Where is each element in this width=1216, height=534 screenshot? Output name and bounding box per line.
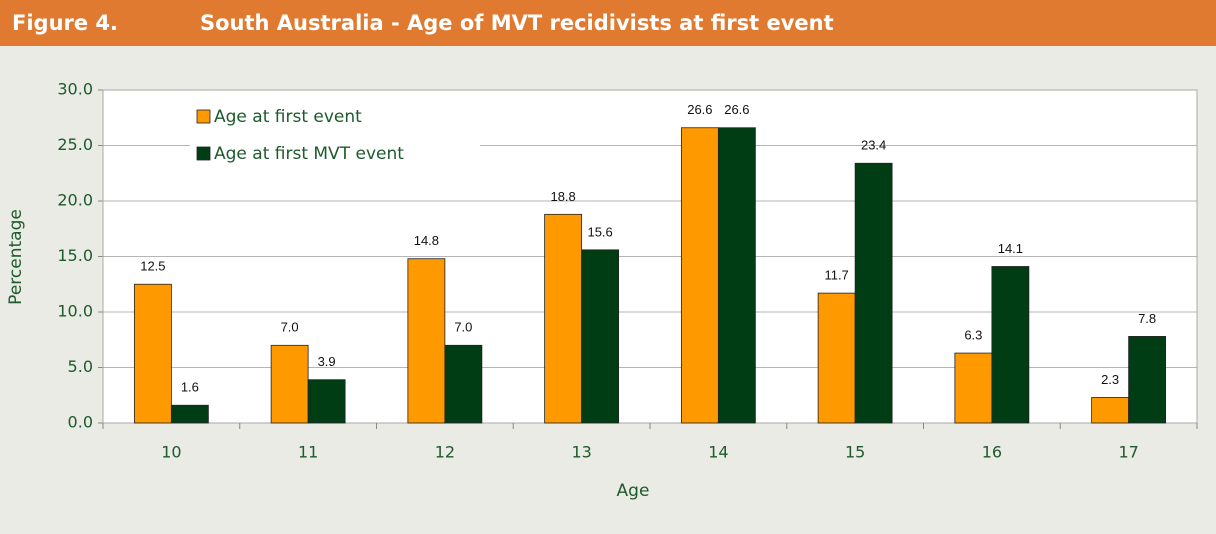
bar: [1128, 336, 1167, 424]
value-label: 14.8: [414, 233, 439, 248]
legend-box: [190, 100, 480, 172]
value-label: 18.8: [550, 189, 575, 204]
x-tick-label: 12: [435, 443, 455, 462]
value-label: 7.0: [454, 320, 472, 335]
x-tick-label: 13: [571, 443, 591, 462]
x-tick-label: 15: [845, 443, 865, 462]
y-axis-label: Percentage: [6, 209, 26, 305]
bar: [307, 379, 346, 424]
value-label: 7.0: [281, 320, 299, 335]
value-label: 7.8: [1138, 311, 1156, 326]
bar: [854, 162, 893, 424]
value-label: 12.5: [140, 259, 165, 274]
value-label: 23.4: [861, 138, 886, 153]
value-label: 14.1: [998, 241, 1023, 256]
bar: [170, 404, 209, 424]
figure-label: Figure 4.: [12, 11, 118, 35]
bar: [991, 266, 1030, 424]
x-tick-label: 16: [982, 443, 1002, 462]
bar: [581, 249, 620, 424]
bar: [817, 292, 856, 424]
value-label: 3.9: [318, 354, 336, 369]
value-label: 1.6: [181, 380, 199, 395]
y-tick-label: 30.0: [57, 80, 93, 99]
x-tick-label: 14: [708, 443, 728, 462]
y-tick-label: 25.0: [57, 135, 93, 154]
y-tick-label: 10.0: [57, 302, 93, 321]
bar: [444, 344, 483, 424]
y-tick-label: 20.0: [57, 191, 93, 210]
y-tick-label: 15.0: [57, 246, 93, 265]
value-label: 11.7: [824, 268, 848, 283]
value-label: 6.3: [964, 328, 982, 343]
header-band: [0, 0, 1216, 46]
legend-label: Age at first MVT event: [214, 144, 404, 164]
bar: [1091, 397, 1130, 424]
bar: [717, 127, 756, 424]
bar: [544, 213, 583, 424]
bar: [270, 344, 309, 424]
bar: [954, 352, 993, 424]
x-tick-label: 11: [298, 443, 318, 462]
value-label: 26.6: [724, 102, 749, 117]
chart-title: South Australia - Age of MVT recidivists…: [200, 11, 834, 35]
bar: [680, 127, 719, 424]
legend-label: Age at first event: [214, 107, 362, 127]
legend-swatch: [196, 146, 211, 161]
y-tick-label: 0.0: [68, 413, 93, 432]
value-label: 2.3: [1101, 372, 1119, 387]
x-tick-label: 17: [1118, 443, 1138, 462]
value-label: 15.6: [587, 224, 612, 239]
legend-swatch: [196, 109, 211, 124]
bar: [407, 258, 446, 424]
value-label: 26.6: [687, 102, 712, 117]
x-axis-label: Age: [617, 481, 650, 501]
y-tick-label: 5.0: [68, 357, 93, 376]
bar: [133, 283, 172, 424]
x-tick-label: 10: [161, 443, 181, 462]
